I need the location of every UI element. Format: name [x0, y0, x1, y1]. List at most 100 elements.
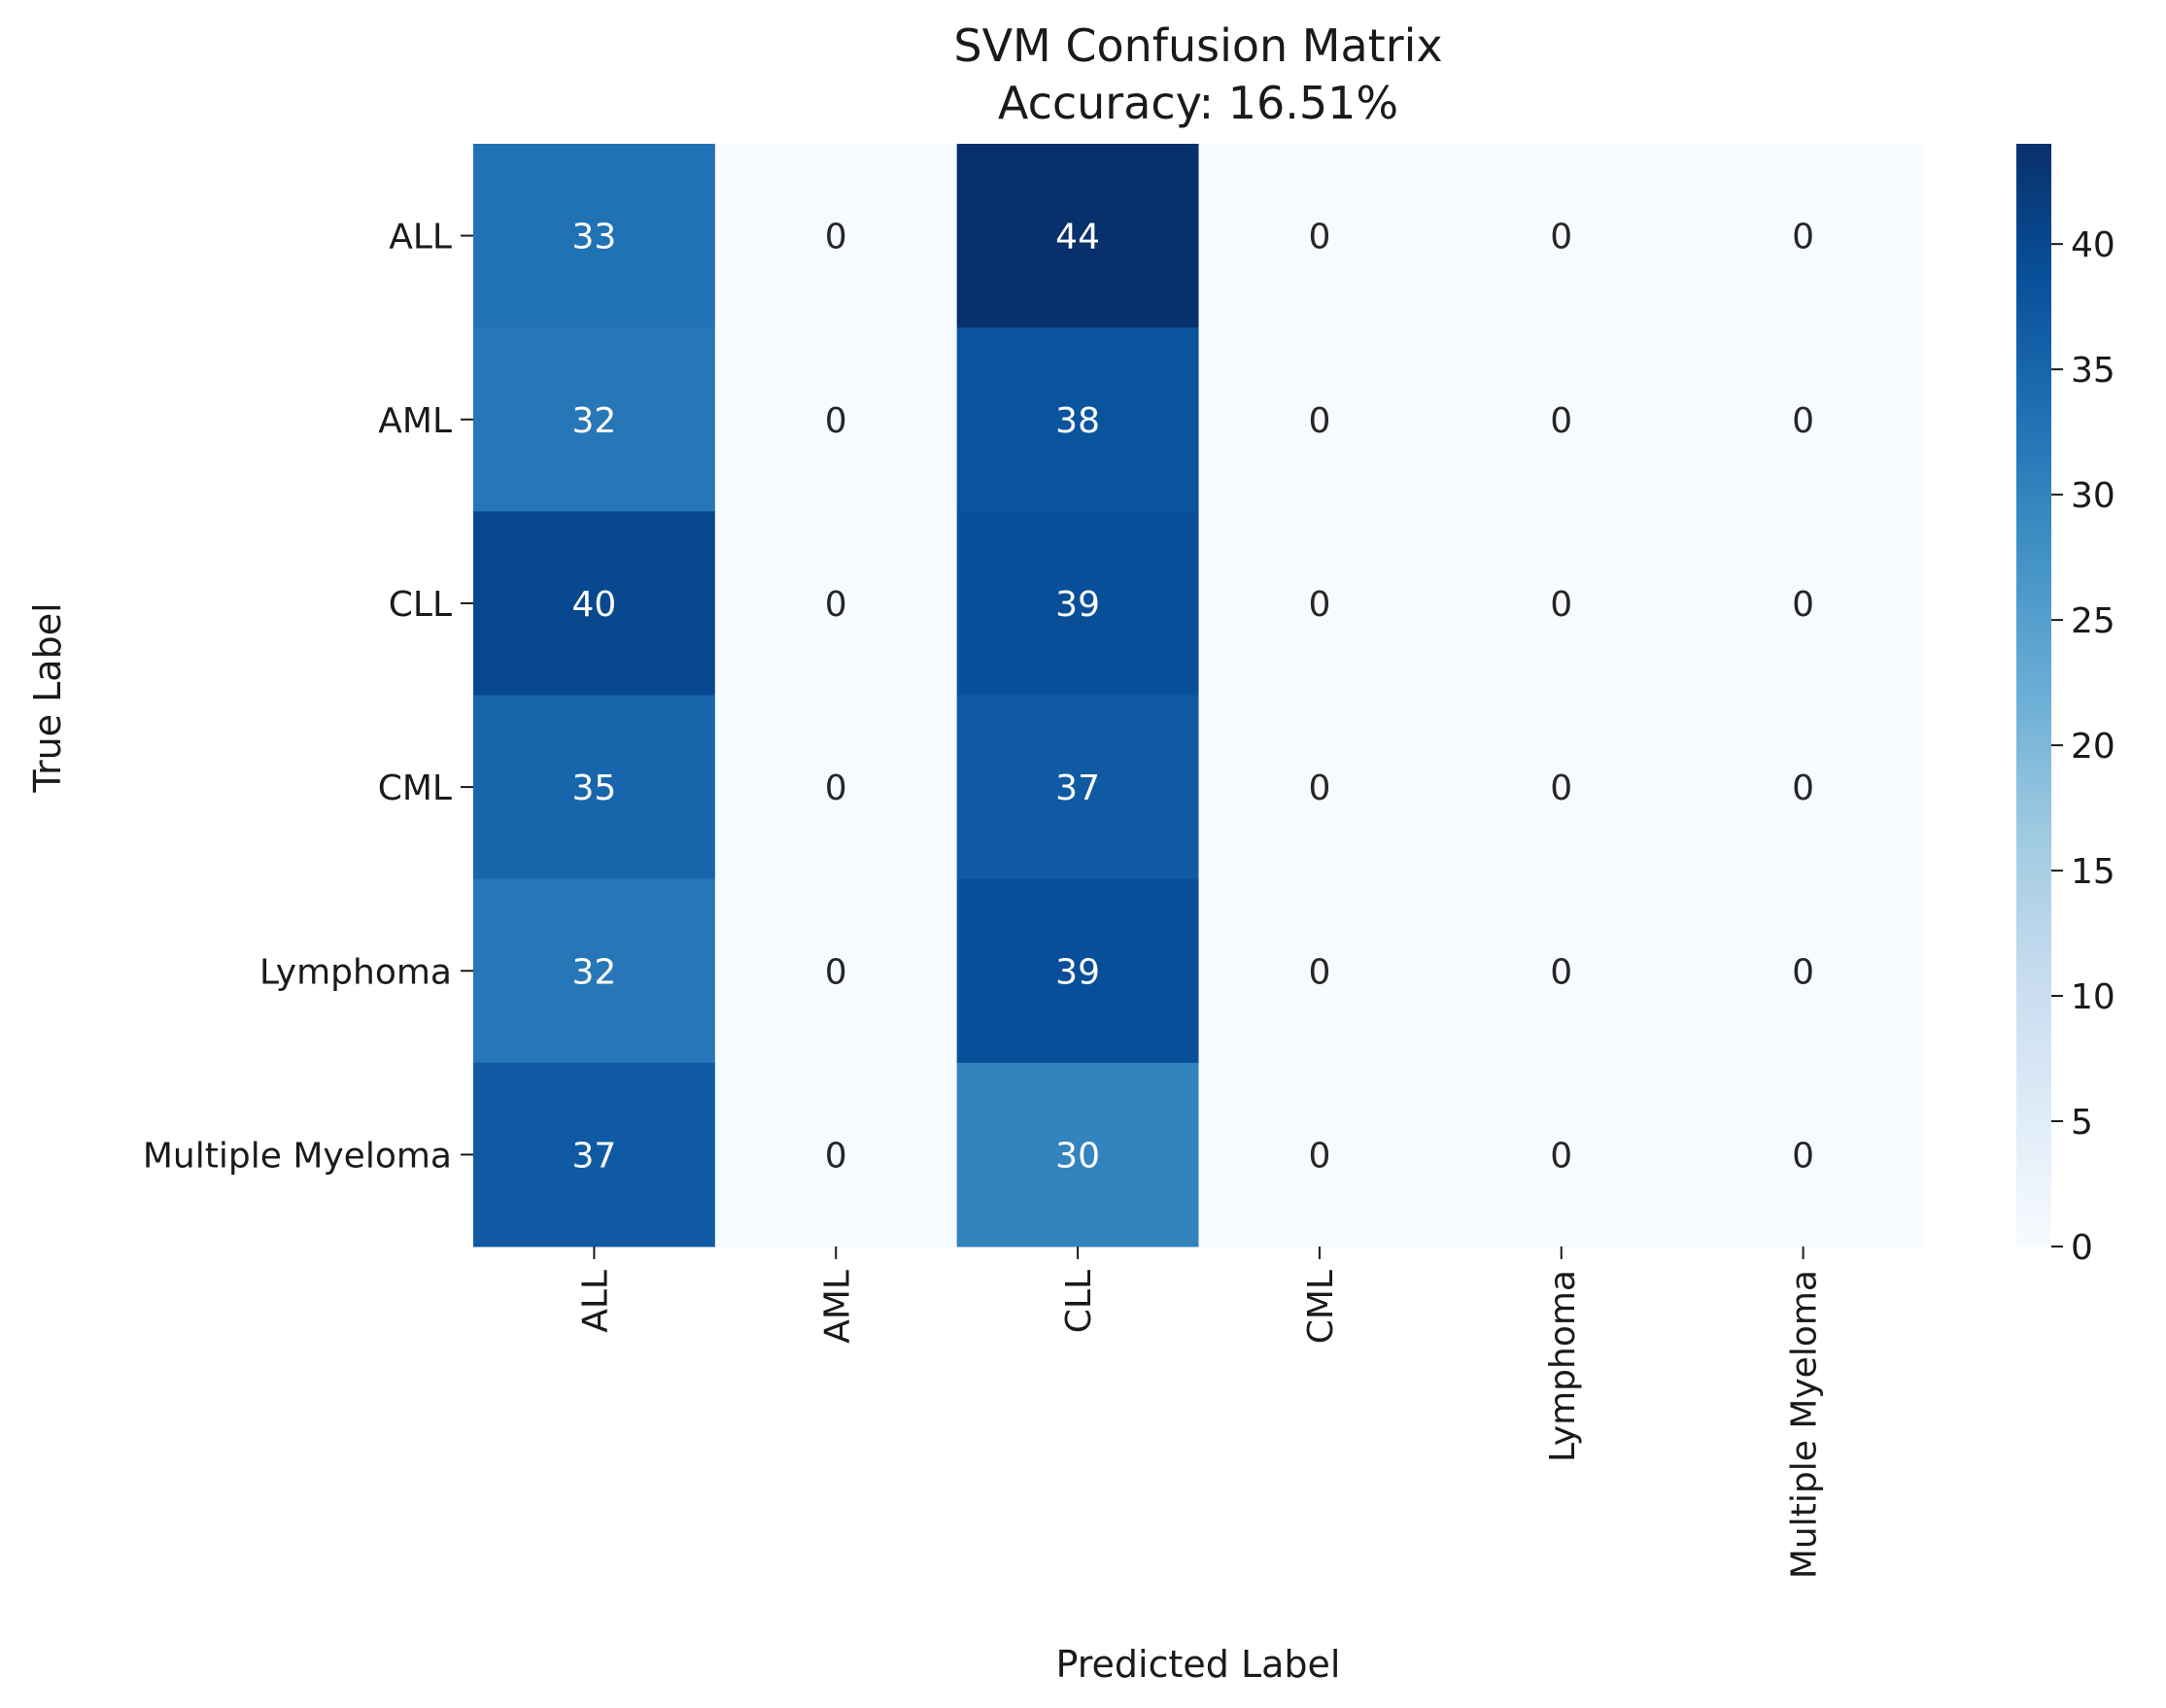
- colorbar-gradient: [2016, 144, 2051, 1247]
- heatmap-cell: [1198, 1062, 1441, 1247]
- colorbar-tick-label: 20: [2071, 727, 2115, 767]
- cell-value-label: 37: [1055, 769, 1100, 808]
- chart-title: SVM Confusion Matrix: [953, 19, 1442, 72]
- heatmap-cell: [1682, 878, 1925, 1064]
- cell-value-label: 40: [572, 585, 617, 625]
- cell-value-label: 33: [572, 218, 617, 257]
- heatmap-cell: [473, 327, 716, 512]
- y-tick-label: AML: [378, 401, 452, 441]
- x-tick-label: CML: [1301, 1270, 1341, 1344]
- heatmap-cell: [1198, 144, 1441, 328]
- cell-value-label: 0: [1308, 218, 1330, 257]
- cell-value-label: 32: [572, 952, 617, 992]
- heatmap-cell: [1440, 1062, 1683, 1247]
- cell-value-label: 0: [1792, 218, 1814, 257]
- cell-value-label: 37: [572, 1136, 617, 1176]
- heatmap-cell: [1682, 327, 1925, 512]
- y-tick-label: CLL: [389, 585, 452, 625]
- heatmap-cell: [956, 695, 1199, 880]
- x-tick-label: Lymphoma: [1543, 1270, 1583, 1462]
- cell-value-label: 0: [825, 585, 847, 625]
- cell-value-label: 0: [1792, 401, 1814, 441]
- heatmap-cell: [1682, 695, 1925, 880]
- heatmap-cell: [1682, 1062, 1925, 1247]
- heatmap-cell: [1440, 695, 1683, 880]
- cell-value-label: 0: [1308, 585, 1330, 625]
- cell-value-label: 39: [1055, 585, 1100, 625]
- heatmap-cell: [1198, 511, 1441, 696]
- heatmap-cell: [1198, 878, 1441, 1064]
- y-axis-ticks: ALL AML CLL CML Lymphoma Multiple Myeloma: [143, 218, 473, 1176]
- cell-value-label: 38: [1055, 401, 1100, 441]
- heatmap-cell: [956, 878, 1199, 1064]
- cell-value-label: 30: [1055, 1136, 1100, 1176]
- colorbar-tick-label: 5: [2071, 1103, 2093, 1143]
- heatmap-cell: [1440, 144, 1683, 328]
- colorbar-tick-label: 15: [2071, 852, 2115, 892]
- colorbar-tick-label: 40: [2071, 225, 2115, 265]
- heatmap-cell: [956, 327, 1199, 512]
- chart-subtitle: Accuracy: 16.51%: [998, 77, 1398, 129]
- x-tick-label: AML: [817, 1270, 857, 1344]
- cell-value-label: 0: [825, 401, 847, 441]
- heatmap-cell: [1440, 511, 1683, 696]
- x-axis-label: Predicted Label: [1056, 1643, 1341, 1686]
- cell-value-label: 0: [1308, 952, 1330, 992]
- heatmap-cell: [714, 327, 958, 512]
- colorbar-tick-label: 0: [2071, 1228, 2093, 1268]
- colorbar-tick-label: 30: [2071, 476, 2115, 516]
- y-tick-label: ALL: [389, 218, 452, 257]
- heatmap-cell: [956, 511, 1199, 696]
- y-axis-label: True Label: [26, 602, 69, 793]
- heatmap-cell: [473, 695, 716, 880]
- cell-value-label: 0: [1792, 769, 1814, 808]
- heatmap-cell: [1440, 878, 1683, 1064]
- heatmap-cells: 33 0 44 0 0 0 32 0 38 0 0 0 40 0 39 0 0 0 35 0 37 0 0 0 32 0 39 0 0 0…: [473, 144, 1925, 1247]
- heatmap-cell: [714, 511, 958, 696]
- cell-value-label: 0: [1550, 585, 1572, 625]
- cell-value-label: 0: [1550, 218, 1572, 257]
- cell-value-label: 0: [1550, 952, 1572, 992]
- heatmap-cell: [714, 695, 958, 880]
- cell-value-label: 0: [1792, 1136, 1814, 1176]
- cell-value-label: 0: [1550, 401, 1572, 441]
- colorbar-tick-label: 10: [2071, 977, 2115, 1017]
- heatmap-cell: [714, 878, 958, 1064]
- cell-value-label: 39: [1055, 952, 1100, 992]
- heatmap-cell: [473, 144, 716, 328]
- cell-value-label: 0: [825, 218, 847, 257]
- cell-value-label: 44: [1055, 218, 1100, 257]
- heatmap-cell: [473, 511, 716, 696]
- heatmap-cell: [1198, 695, 1441, 880]
- cell-value-label: 0: [1792, 585, 1814, 625]
- heatmap-cell: [473, 878, 716, 1064]
- y-tick-label: Lymphoma: [259, 952, 452, 992]
- heatmap-cell: [1682, 511, 1925, 696]
- heatmap-cell: [1198, 327, 1441, 512]
- cell-value-label: 0: [1308, 1136, 1330, 1176]
- x-tick-label: Multiple Myeloma: [1785, 1270, 1825, 1579]
- cell-value-label: 0: [1550, 769, 1572, 808]
- cell-value-label: 0: [1308, 401, 1330, 441]
- cell-value-label: 0: [1550, 1136, 1572, 1176]
- colorbar-tick-label: 35: [2071, 351, 2115, 391]
- x-tick-label: ALL: [575, 1270, 615, 1333]
- heatmap-cell: [714, 144, 958, 328]
- y-tick-label: Multiple Myeloma: [143, 1136, 452, 1176]
- cell-value-label: 0: [825, 769, 847, 808]
- cell-value-label: 35: [572, 769, 617, 808]
- x-axis-ticks: ALL AML CLL CML Lymphoma Multiple Myeloma: [575, 1247, 1825, 1579]
- x-tick-label: CLL: [1059, 1270, 1099, 1333]
- heatmap-cell: [1440, 327, 1683, 512]
- heatmap-cell: [956, 144, 1199, 328]
- heatmap-cell: [956, 1062, 1199, 1247]
- cell-value-label: 0: [825, 952, 847, 992]
- colorbar: 0 5 10 15 20 25 30 35 40: [2016, 144, 2115, 1268]
- heatmap-cell: [714, 1062, 958, 1247]
- cell-value-label: 32: [572, 401, 617, 441]
- cell-value-label: 0: [1792, 952, 1814, 992]
- heatmap-cell: [1682, 144, 1925, 328]
- cell-value-label: 0: [825, 1136, 847, 1176]
- heatmap-cell: [473, 1062, 716, 1247]
